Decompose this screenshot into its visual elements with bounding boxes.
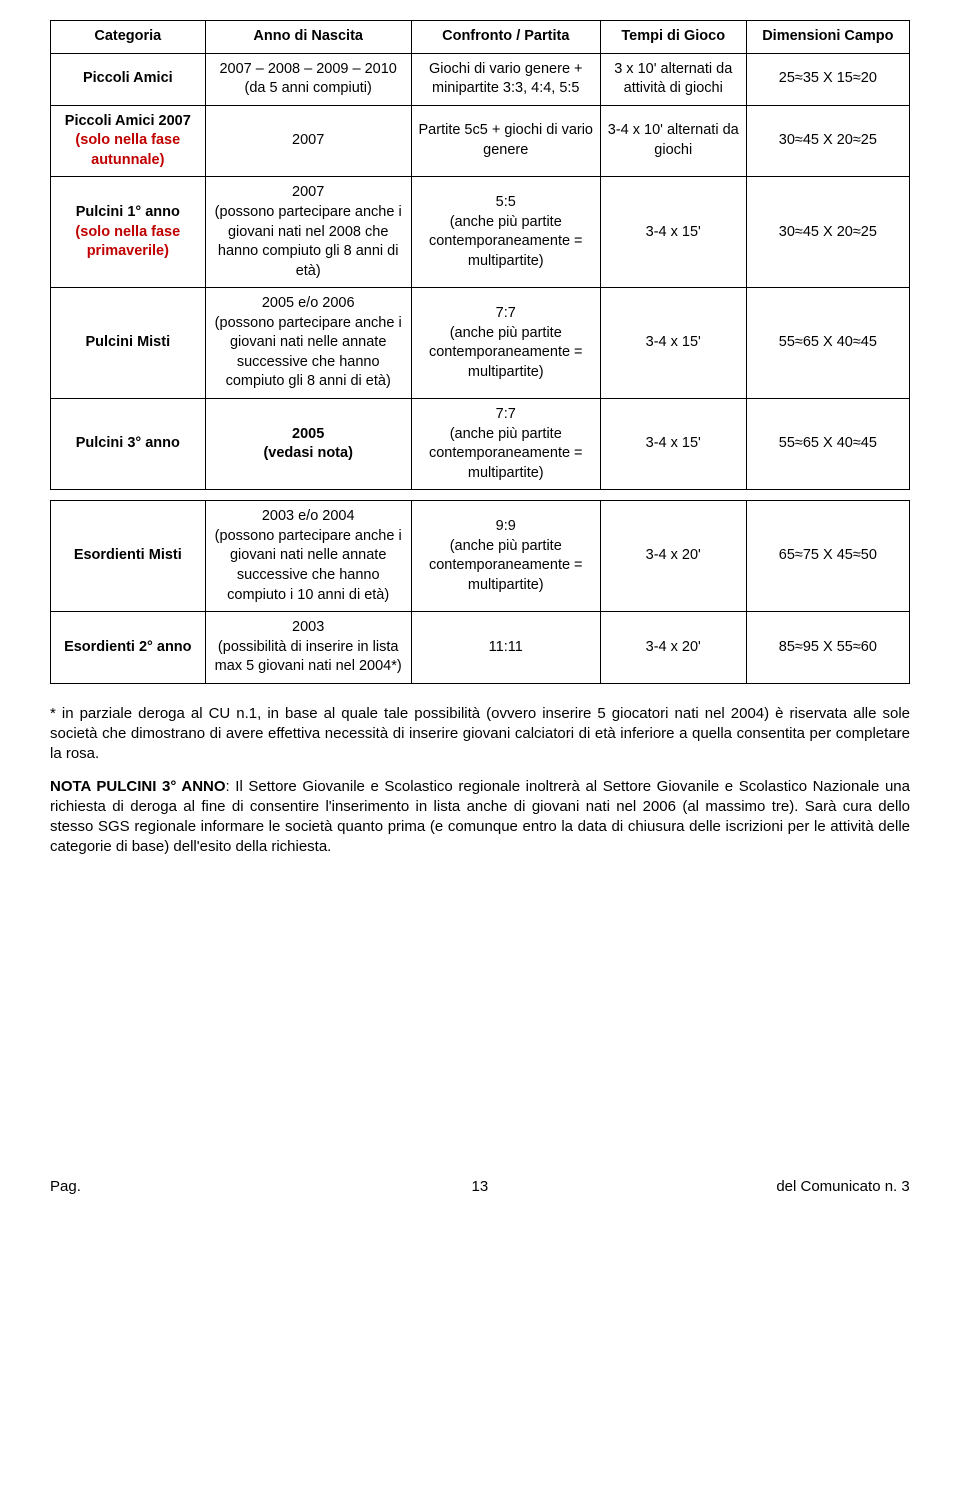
cell-confronto: Giochi di vario genere + minipartite 3:3… bbox=[411, 53, 600, 105]
cell-dimensioni: 30≈45 X 20≈25 bbox=[746, 105, 909, 177]
cell-tempi: 3-4 x 20' bbox=[600, 501, 746, 612]
cell-dimensioni: 25≈35 X 15≈20 bbox=[746, 53, 909, 105]
footer-comunicato: del Comunicato n. 3 bbox=[626, 1178, 910, 1195]
cell-confronto: 11:11 bbox=[411, 612, 600, 684]
cell-anno: 2005 e/o 2006(possono partecipare anche … bbox=[205, 288, 411, 399]
table-row: Pulcini 3° anno2005(vedasi nota)7:7(anch… bbox=[51, 399, 910, 490]
cell-anno: 2007 bbox=[205, 105, 411, 177]
table-row: Piccoli Amici 2007(solo nella fase autun… bbox=[51, 105, 910, 177]
cell-categoria: Pulcini 3° anno bbox=[51, 399, 206, 490]
cell-tempi: 3-4 x 15' bbox=[600, 399, 746, 490]
cell-anno: 2003 e/o 2004(possono partecipare anche … bbox=[205, 501, 411, 612]
cell-confronto: 7:7(anche più partite contemporaneamente… bbox=[411, 399, 600, 490]
note-asterisk: * in parziale deroga al CU n.1, in base … bbox=[50, 704, 910, 765]
notes-section: * in parziale deroga al CU n.1, in base … bbox=[50, 704, 910, 858]
footer-page-number: 13 bbox=[338, 1178, 622, 1195]
col-header-tempi: Tempi di Gioco bbox=[600, 21, 746, 54]
cell-confronto: 9:9(anche più partite contemporaneamente… bbox=[411, 501, 600, 612]
table-header-row: Categoria Anno di Nascita Confronto / Pa… bbox=[51, 21, 910, 54]
table-row: Esordienti 2° anno2003(possibilità di in… bbox=[51, 612, 910, 684]
cell-categoria: Pulcini 1° anno(solo nella fase primaver… bbox=[51, 177, 206, 288]
cell-tempi: 3-4 x 15' bbox=[600, 177, 746, 288]
page-footer: Pag. 13 del Comunicato n. 3 bbox=[50, 1178, 910, 1195]
table-row: Pulcini Misti2005 e/o 2006(possono parte… bbox=[51, 288, 910, 399]
cell-categoria: Esordienti Misti bbox=[51, 501, 206, 612]
cell-categoria: Piccoli Amici 2007(solo nella fase autun… bbox=[51, 105, 206, 177]
table-row: Pulcini 1° anno(solo nella fase primaver… bbox=[51, 177, 910, 288]
cell-anno: 2007 – 2008 – 2009 – 2010(da 5 anni comp… bbox=[205, 53, 411, 105]
cell-dimensioni: 85≈95 X 55≈60 bbox=[746, 612, 909, 684]
table-row: Piccoli Amici2007 – 2008 – 2009 – 2010(d… bbox=[51, 53, 910, 105]
cell-tempi: 3-4 x 10' alternati da giochi bbox=[600, 105, 746, 177]
footer-pag: Pag. bbox=[50, 1178, 334, 1195]
col-header-confronto: Confronto / Partita bbox=[411, 21, 600, 54]
cell-dimensioni: 30≈45 X 20≈25 bbox=[746, 177, 909, 288]
cell-dimensioni: 65≈75 X 45≈50 bbox=[746, 501, 909, 612]
note-pulcini: NOTA PULCINI 3° ANNO: Il Settore Giovani… bbox=[50, 777, 910, 858]
cell-categoria: Pulcini Misti bbox=[51, 288, 206, 399]
cell-anno: 2007(possono partecipare anche i giovani… bbox=[205, 177, 411, 288]
note-pulcini-label: NOTA PULCINI 3° ANNO bbox=[50, 778, 226, 795]
cell-anno: 2003(possibilità di inserire in lista ma… bbox=[205, 612, 411, 684]
cell-tempi: 3-4 x 15' bbox=[600, 288, 746, 399]
categories-table-2: Esordienti Misti2003 e/o 2004(possono pa… bbox=[50, 500, 910, 684]
col-header-dimensioni: Dimensioni Campo bbox=[746, 21, 909, 54]
cell-confronto: 7:7(anche più partite contemporaneamente… bbox=[411, 288, 600, 399]
cell-confronto: Partite 5c5 + giochi di vario genere bbox=[411, 105, 600, 177]
cell-dimensioni: 55≈65 X 40≈45 bbox=[746, 399, 909, 490]
col-header-categoria: Categoria bbox=[51, 21, 206, 54]
cell-tempi: 3-4 x 20' bbox=[600, 612, 746, 684]
cell-confronto: 5:5(anche più partite contemporaneamente… bbox=[411, 177, 600, 288]
cell-anno: 2005(vedasi nota) bbox=[205, 399, 411, 490]
col-header-anno: Anno di Nascita bbox=[205, 21, 411, 54]
cell-categoria: Piccoli Amici bbox=[51, 53, 206, 105]
cell-categoria: Esordienti 2° anno bbox=[51, 612, 206, 684]
cell-tempi: 3 x 10' alternati da attività di giochi bbox=[600, 53, 746, 105]
categories-table-1: Categoria Anno di Nascita Confronto / Pa… bbox=[50, 20, 910, 490]
cell-dimensioni: 55≈65 X 40≈45 bbox=[746, 288, 909, 399]
table-row: Esordienti Misti2003 e/o 2004(possono pa… bbox=[51, 501, 910, 612]
